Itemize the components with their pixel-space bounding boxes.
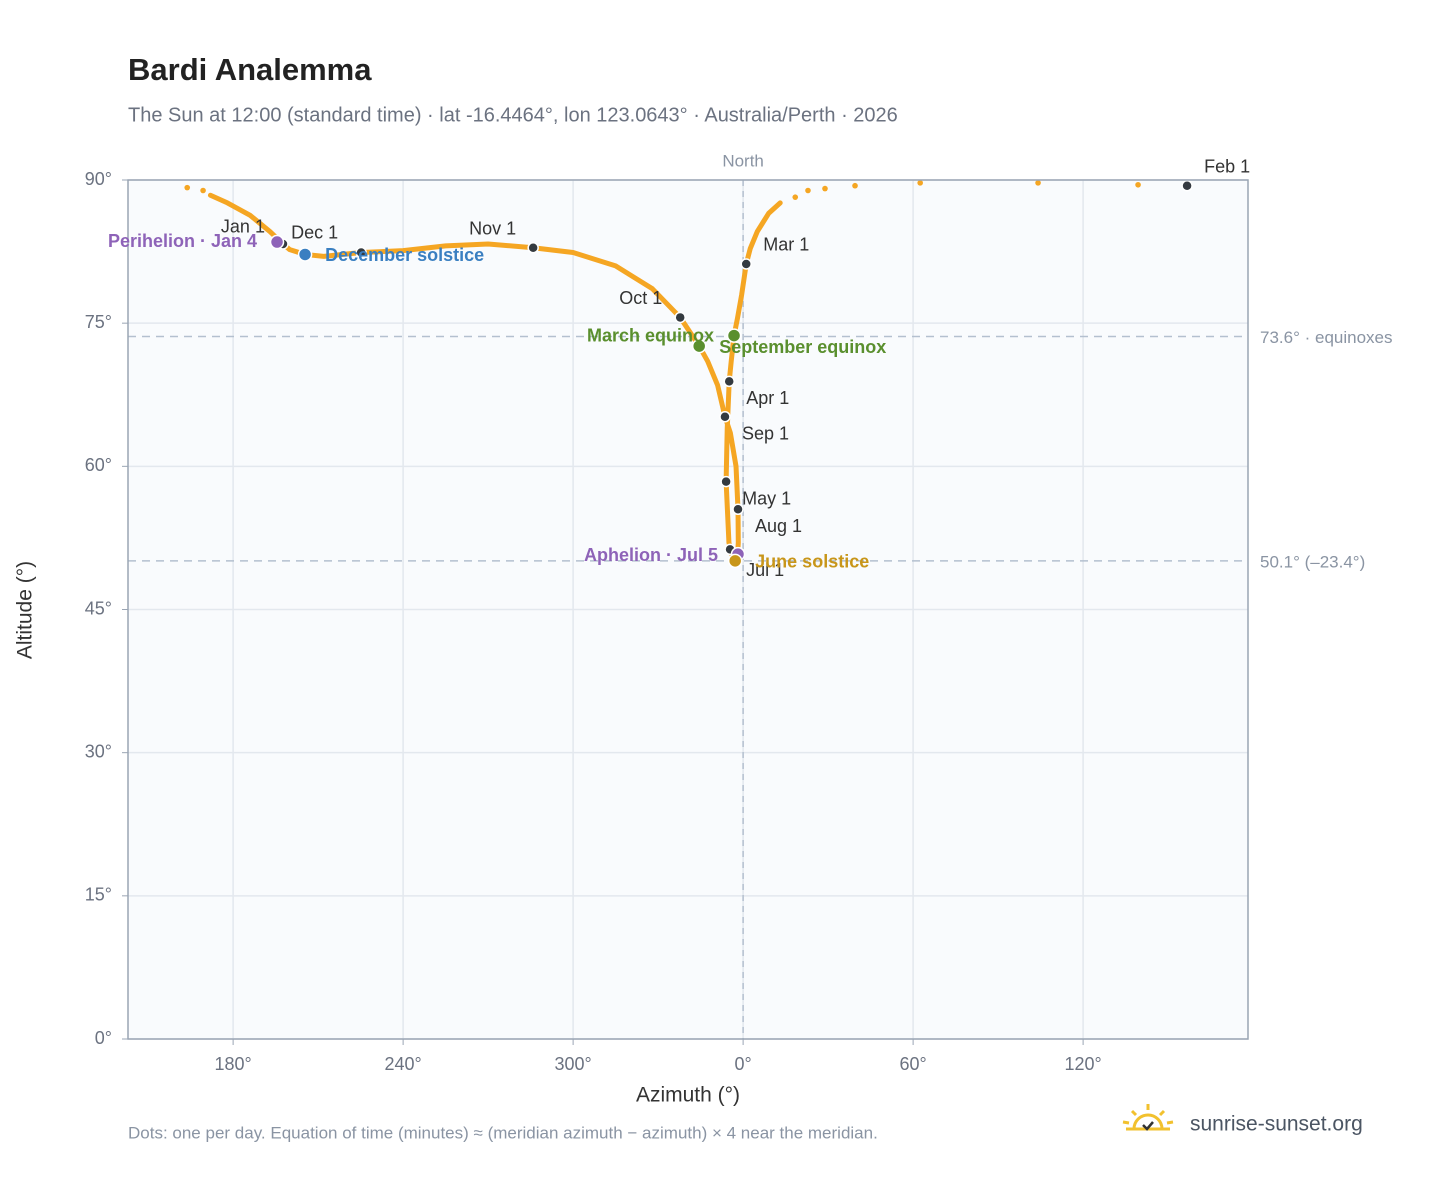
x-tick-label: 180° [214, 1054, 251, 1074]
day-dot [184, 184, 191, 191]
x-tick-label: 0° [734, 1054, 751, 1074]
y-tick-label: 45° [85, 598, 112, 618]
month-dot [720, 475, 732, 488]
y-tick-label: 0° [95, 1028, 112, 1048]
chart-title: Bardi Analemma [128, 52, 372, 87]
month-label: Aug 1 [755, 516, 802, 536]
month-dot [674, 311, 686, 324]
x-tick-label: 60° [899, 1054, 926, 1074]
month-label: Feb 1 [1204, 156, 1250, 176]
event-dot [297, 247, 313, 262]
month-dot [740, 258, 752, 270]
event-label: Perihelion · Jan 4 [108, 231, 257, 251]
y-tick-label: 15° [85, 885, 112, 905]
month-label: Mar 1 [763, 235, 809, 255]
day-dot [200, 187, 206, 194]
x-tick-label: 120° [1064, 1054, 1101, 1074]
month-dot [1181, 179, 1193, 192]
month-label: Jul 1 [746, 560, 784, 580]
y-tick-label: 60° [85, 455, 112, 475]
month-dot [732, 503, 744, 516]
y-tick-label: 75° [85, 312, 112, 332]
event-label: Aphelion · Jul 5 [584, 545, 718, 565]
analemma-path [280, 200, 783, 564]
marks [184, 179, 1193, 569]
footnote: Dots: one per day. Equation of time (min… [128, 1123, 878, 1142]
month-label: Jan 1 [221, 217, 265, 237]
event-dot [727, 553, 743, 569]
event-dot [269, 234, 285, 250]
brand: sunrise-sunset.org [1190, 1113, 1363, 1136]
month-label: Oct 1 [619, 288, 662, 308]
event-label: September equinox [719, 337, 886, 357]
month-dot [527, 242, 539, 254]
month-label: Sep 1 [742, 423, 789, 443]
north-label: North [722, 151, 764, 170]
day-dot [852, 182, 858, 189]
reference-label: 73.6° · equinoxes [1260, 328, 1393, 347]
day-dot [1135, 181, 1141, 188]
day-dot [917, 180, 923, 186]
reference-label: 50.1° (–23.4°) [1260, 552, 1365, 571]
month-label: Nov 1 [469, 219, 516, 239]
day-dot [822, 185, 828, 192]
month-dot [719, 410, 731, 423]
event-dot [726, 328, 742, 343]
month-label: Apr 1 [746, 388, 789, 408]
chart-subtitle: The Sun at 12:00 (standard time) · lat -… [128, 104, 898, 126]
day-dot [792, 194, 799, 200]
brand-logo [1122, 1104, 1174, 1131]
month-label: Dec 1 [291, 222, 338, 242]
x-axis-label: Azimuth (°) [636, 1084, 740, 1107]
y-tick-label: 30° [85, 741, 112, 761]
event-label: December solstice [325, 245, 484, 265]
day-dot [1035, 180, 1041, 186]
x-tick-label: 240° [384, 1054, 421, 1074]
x-tick-label: 300° [554, 1054, 591, 1074]
month-label: May 1 [742, 488, 791, 508]
month-dot [355, 246, 367, 259]
event-label: June solstice [755, 552, 869, 572]
month-dot [723, 375, 735, 388]
event-dot [691, 338, 707, 354]
day-dot [805, 187, 811, 194]
y-tick-label: 90° [85, 169, 112, 189]
y-axis-label: Altitude (°) [14, 561, 37, 659]
event-label: March equinox [587, 325, 714, 345]
